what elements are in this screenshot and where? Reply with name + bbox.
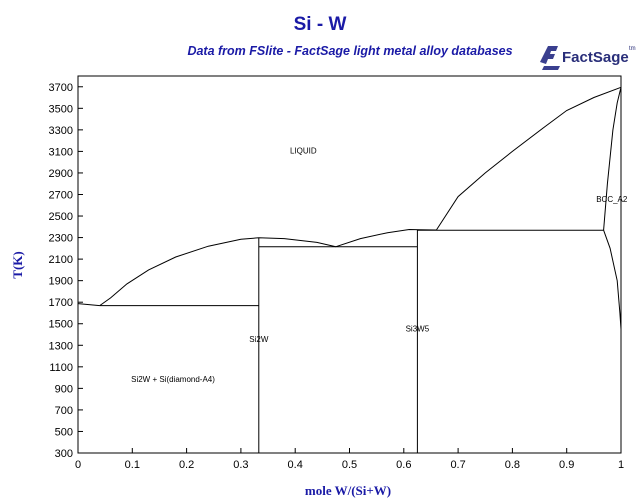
x-axis-title: mole W/(Si+W)	[305, 483, 391, 498]
y-tick-label: 2500	[49, 211, 73, 223]
region-labels: LIQUID BCC_A2 Si2W Si3W5 Si2W + Si(diamond-A…	[131, 147, 628, 384]
phase-boundary-4	[603, 87, 622, 231]
region-label: BCC_A2	[596, 195, 628, 204]
y-tick-label: 1300	[49, 340, 73, 352]
x-tick-label: 0.1	[125, 459, 140, 471]
region-label: Si2W + Si(diamond-A4)	[131, 375, 215, 384]
x-tick-label: 0.3	[233, 459, 248, 471]
x-tick-label: 0.9	[559, 459, 574, 471]
y-tick-label: 1100	[49, 362, 73, 374]
y-tick-label: 3700	[49, 82, 73, 94]
x-tick-label: 0.8	[505, 459, 520, 471]
chart-subtitle: Data from FSlite - FactSage light metal …	[187, 44, 513, 58]
phase-boundary-3	[435, 86, 622, 231]
y-tick-label: 1900	[49, 276, 73, 288]
region-label: LIQUID	[290, 147, 317, 156]
y-tick-label: 500	[55, 426, 73, 438]
factsage-logo-text: FactSage	[562, 49, 629, 66]
phase-boundary-1	[99, 237, 337, 307]
y-axis-title: T(K)	[10, 251, 25, 278]
factsage-logo-mark	[540, 46, 560, 70]
y-tick-label: 1500	[49, 319, 73, 331]
y-tick-label: 3100	[49, 146, 73, 158]
y-tick-label: 2100	[49, 254, 73, 266]
phase-boundary-2	[335, 228, 437, 248]
y-tick-label: 3300	[49, 125, 73, 137]
y-tick-label: 1700	[49, 297, 73, 309]
x-tick-label: 0.6	[396, 459, 411, 471]
x-tick-label: 0.7	[450, 459, 465, 471]
y-tick-label: 3500	[49, 103, 73, 115]
region-label: Si3W5	[406, 324, 430, 333]
axis-ticks: 0 0.1 0.2 0.3 0.4 0.5 0.6 0.7 0.8 0.9 130050070090…	[49, 82, 625, 471]
y-tick-label: 900	[55, 383, 73, 395]
y-tick-label: 2700	[49, 189, 73, 201]
y-tick-label: 700	[55, 405, 73, 417]
region-label: Si2W	[249, 335, 269, 344]
factsage-logo-mark-text: tm	[629, 46, 636, 52]
y-tick-label: 300	[55, 448, 73, 460]
phase-boundary-0	[77, 303, 100, 307]
x-tick-label: 0.4	[288, 459, 303, 471]
y-tick-label: 2900	[49, 168, 73, 180]
x-tick-label: 1	[618, 459, 624, 471]
x-tick-label: 0.2	[179, 459, 194, 471]
phase-boundary-5	[603, 230, 622, 330]
phase-boundaries	[77, 86, 622, 453]
x-tick-label: 0	[75, 459, 81, 471]
y-tick-label: 2300	[49, 233, 73, 245]
chart-title: Si - W	[293, 14, 347, 35]
x-tick-label: 0.5	[342, 459, 357, 471]
factsage-logo: FactSage tm	[540, 46, 636, 70]
